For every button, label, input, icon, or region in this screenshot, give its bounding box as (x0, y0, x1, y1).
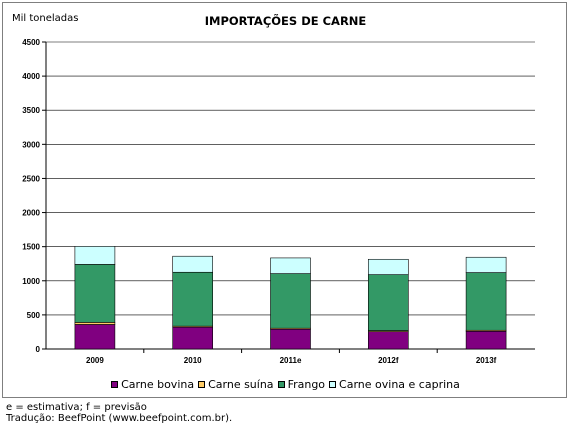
bar-segment-2009-2 (74, 264, 116, 323)
bar-segment-2010-0 (172, 326, 213, 350)
footnote-legend-key: e = estimativa; f = previsão (6, 402, 147, 413)
y-tick-label: 4000 (22, 72, 40, 81)
legend-label-carne-suina: Carne suína (208, 378, 274, 391)
bar-segment-2009-1 (74, 322, 116, 325)
y-tick-label: 3000 (22, 140, 40, 149)
y-tick-label: 1500 (22, 243, 40, 252)
y-tick-label: 3500 (22, 106, 40, 115)
bar-segment-2013f-2 (465, 272, 507, 331)
legend-swatch-carne-bovina (111, 381, 119, 388)
legend-swatch-carne-ovina-caprina (329, 381, 337, 388)
legend-item-carne-ovina-caprina: Carne ovina e caprina (329, 378, 460, 391)
bar-segment-2010-2 (172, 271, 213, 327)
legend-swatch-frango (277, 381, 285, 388)
legend-swatch-carne-suina (198, 381, 206, 388)
bar-segment-2013f-3 (465, 256, 507, 273)
x-tick-label: 2013f (476, 356, 497, 365)
bar-segment-2010-3 (172, 255, 213, 273)
bar-segment-2011e-0 (270, 328, 311, 350)
x-tick-label: 2009 (86, 356, 104, 365)
footnote-source: Tradução: BeefPoint (www.beefpoint.com.b… (6, 413, 233, 424)
bar-segment-2009-3 (74, 246, 116, 265)
bar-segment-2012f-0 (367, 331, 409, 350)
legend-label-carne-ovina-caprina: Carne ovina e caprina (339, 378, 460, 391)
unit-label: Mil toneladas (12, 13, 79, 24)
y-tick-label: 4500 (22, 38, 40, 47)
bar-segment-2012f-3 (367, 258, 409, 275)
y-tick-label: 2500 (22, 174, 40, 183)
legend-label-frango: Frango (287, 378, 326, 391)
bar-segment-2013f-0 (465, 330, 507, 350)
legend-label-carne-bovina: Carne bovina (121, 378, 195, 391)
bar-segment-2011e-2 (270, 273, 311, 329)
y-tick-label: 500 (27, 311, 41, 320)
x-tick-label: 2010 (184, 356, 202, 365)
bar-segment-2011e-3 (270, 257, 311, 274)
y-tick-label: 2000 (22, 209, 40, 218)
legend-item-carne-bovina: Carne bovina (111, 378, 194, 391)
legend-item-frango: Frango (277, 378, 326, 391)
x-tick-label: 2011e (280, 356, 302, 365)
chart-title: IMPORTAÇÕES DE CARNE (204, 14, 367, 28)
bar-segment-2012f-2 (367, 274, 409, 331)
legend-item-carne-suina: Carne suína (198, 378, 274, 391)
x-tick-label: 2012f (378, 356, 399, 365)
legend: Carne bovina Carne suína Frango Carne ov… (0, 378, 571, 391)
y-tick-label: 0 (36, 345, 41, 354)
bar-segment-2009-0 (74, 324, 116, 350)
y-tick-label: 1000 (22, 277, 40, 286)
